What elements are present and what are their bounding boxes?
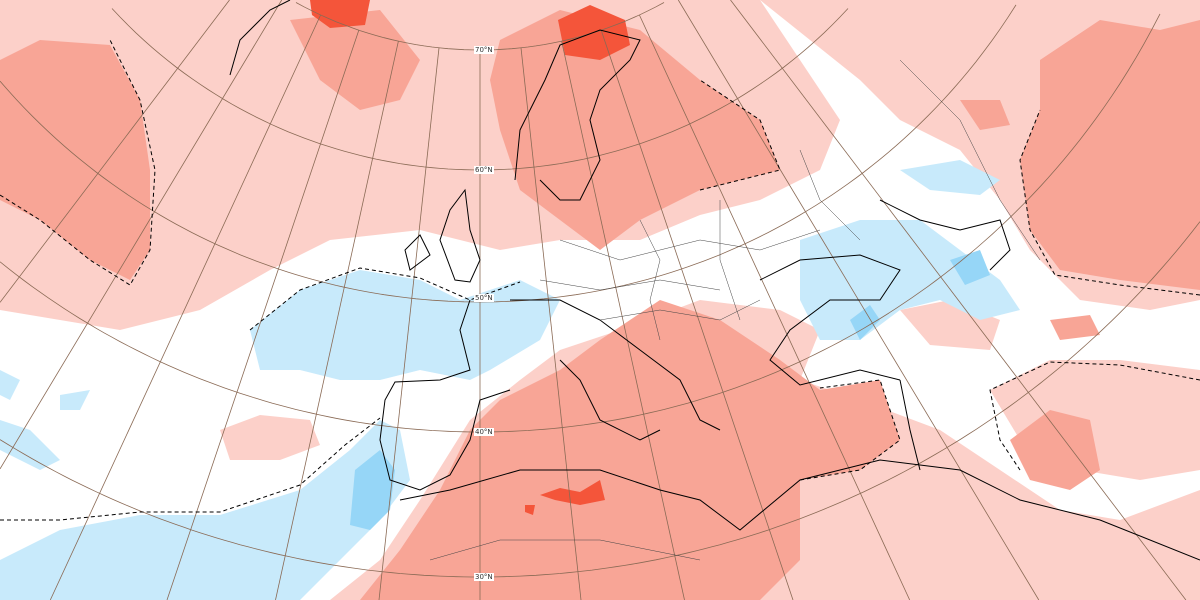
- latitude-line: [0, 221, 1200, 578]
- meridian-line: [730, 0, 1187, 600]
- meridian-line: [275, 41, 399, 600]
- meridian-line: [49, 14, 321, 600]
- cool-medium-areas: [350, 250, 990, 530]
- borders: [429, 59, 1041, 561]
- meridian-line: [520, 47, 582, 600]
- meridian-line: [166, 30, 360, 600]
- meridian-line: [639, 14, 911, 600]
- meridian-line: [378, 47, 440, 600]
- latitude-label-50n: 50°N: [474, 294, 494, 302]
- meridian-line: [600, 30, 794, 600]
- latitude-label-40n: 40°N: [474, 428, 494, 436]
- meridian-line: [0, 0, 283, 470]
- meridian-line: [0, 0, 230, 303]
- latitude-label-70n: 70°N: [474, 46, 494, 54]
- meridian-line: [561, 41, 685, 600]
- coastlines: [229, 0, 1200, 561]
- latitude-label-60n: 60°N: [474, 166, 494, 174]
- latitude-line: [0, 4, 1017, 303]
- latitude-line: [0, 13, 1161, 433]
- latitude-label-30n: 30°N: [474, 573, 494, 581]
